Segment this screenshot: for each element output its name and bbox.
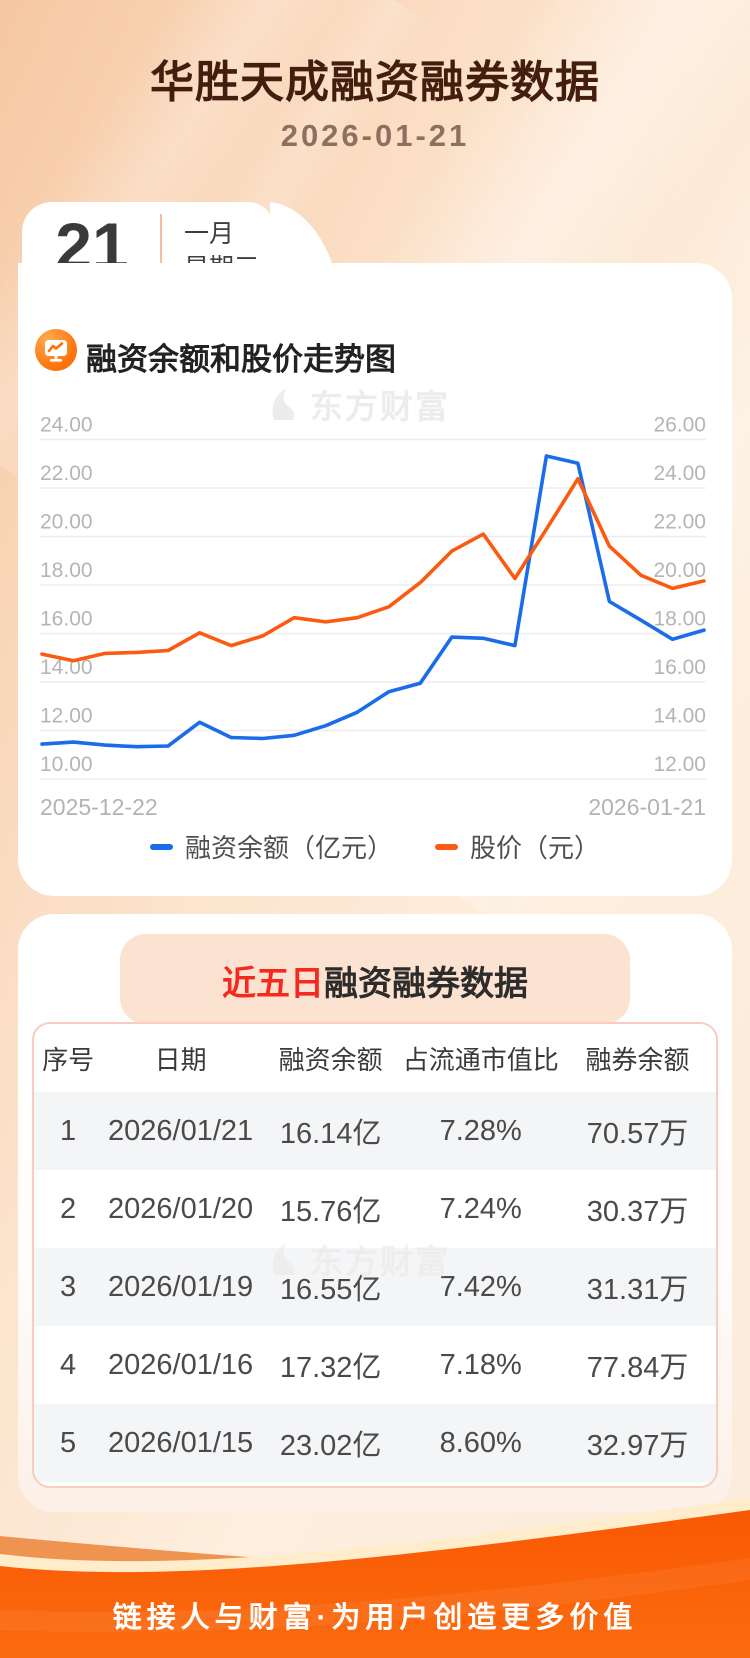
monitor-chart-icon xyxy=(35,329,77,371)
table-cell: 2026/01/20 xyxy=(108,1192,254,1225)
calendar-divider xyxy=(160,214,162,276)
legend-item-margin-balance: 融资余额（亿元） xyxy=(149,828,393,865)
svg-text:18.00: 18.00 xyxy=(653,608,706,631)
svg-text:24.00: 24.00 xyxy=(653,462,706,485)
trend-chart: 24.00 26.00 22.00 24.00 20.00 22.00 18.00 20.00… xyxy=(40,415,706,780)
table-cell: 30.37万 xyxy=(586,1196,689,1228)
x-axis-end-label: 2026-01-21 xyxy=(588,794,706,820)
legend-label: 股价（元） xyxy=(470,833,601,863)
legend-dash-blue xyxy=(149,843,173,850)
footer-slogan: 链接人与财富·为用户创造更多价值 xyxy=(112,1602,638,1634)
svg-text:20.00: 20.00 xyxy=(40,511,93,534)
svg-text:10.00: 10.00 xyxy=(40,753,93,776)
data-table: 序号 日期 融资余额 占流通市值比 融券余额 1 2026/01/21 16.14亿 7.28… xyxy=(32,1022,718,1488)
chart-card xyxy=(18,263,732,896)
table-cell: 16.55亿 xyxy=(279,1274,382,1306)
calendar-month: 一月 xyxy=(184,220,235,248)
table-cell: 23.02亿 xyxy=(279,1430,382,1462)
table-header-row: 序号 日期 融资余额 占流通市值比 融券余额 xyxy=(34,1024,716,1092)
table-cell: 15.76亿 xyxy=(279,1196,382,1228)
svg-text:16.00: 16.00 xyxy=(653,656,706,679)
legend-label: 融资余额（亿元） xyxy=(184,833,393,863)
table-row: 2 2026/01/20 15.76亿 7.24% 30.37万 xyxy=(34,1170,716,1248)
svg-text:18.00: 18.00 xyxy=(40,559,93,582)
table-body: 1 2026/01/21 16.14亿 7.28% 70.57万 2 2026/01/20 1… xyxy=(34,1092,716,1482)
chart-section-title: 融资余额和股价走势图 xyxy=(86,342,396,377)
column-header: 融券余额 xyxy=(585,1044,690,1075)
table-cell: 2 xyxy=(60,1192,77,1225)
table-cell: 16.14亿 xyxy=(279,1118,382,1150)
x-axis-start-label: 2025-12-22 xyxy=(40,794,158,820)
chart-legend: 融资余额（亿元） 股价（元） xyxy=(0,828,750,865)
column-header: 序号 xyxy=(42,1044,95,1075)
legend-dash-orange xyxy=(435,843,458,850)
table-cell: 7.24% xyxy=(439,1192,522,1225)
table-cell: 1 xyxy=(60,1114,77,1147)
table-cell: 5 xyxy=(60,1426,77,1459)
table-cell: 77.84万 xyxy=(586,1352,689,1384)
table-cell: 7.28% xyxy=(439,1114,522,1147)
svg-text:24.00: 24.00 xyxy=(40,415,93,437)
table-cell: 3 xyxy=(60,1270,77,1303)
table-title: 近五日融资融券数据 xyxy=(0,956,750,1005)
footer-wave xyxy=(0,1498,750,1658)
table-cell: 8.60% xyxy=(439,1426,522,1459)
column-header: 日期 xyxy=(154,1044,207,1075)
page-date: 2026-01-21 xyxy=(280,118,470,153)
legend-item-stock-price: 股价（元） xyxy=(435,828,600,865)
column-header: 占流通市值比 xyxy=(402,1044,559,1075)
table-cell: 17.32亿 xyxy=(279,1352,382,1384)
svg-text:14.00: 14.00 xyxy=(40,656,93,679)
table-cell: 7.18% xyxy=(439,1348,522,1381)
svg-text:22.00: 22.00 xyxy=(40,462,93,485)
table-cell: 70.57万 xyxy=(586,1118,689,1150)
column-header: 融资余额 xyxy=(278,1044,383,1075)
table-cell: 2026/01/21 xyxy=(108,1114,254,1147)
svg-text:12.00: 12.00 xyxy=(653,753,706,776)
table-title-highlight: 近五日 xyxy=(222,965,324,1003)
page-title: 华胜天成融资融券数据 xyxy=(150,58,600,107)
table-title-rest: 融资融券数据 xyxy=(324,965,528,1003)
table-cell: 2026/01/15 xyxy=(108,1426,254,1459)
svg-text:12.00: 12.00 xyxy=(40,705,93,728)
table-cell: 32.97万 xyxy=(586,1430,689,1462)
svg-text:16.00: 16.00 xyxy=(40,608,93,631)
svg-text:26.00: 26.00 xyxy=(653,415,706,437)
table-row: 5 2026/01/15 23.02亿 8.60% 32.97万 xyxy=(34,1404,716,1482)
table-title-badge xyxy=(120,934,630,1024)
table-cell: 4 xyxy=(60,1348,77,1381)
table-row: 4 2026/01/16 17.32亿 7.18% 77.84万 xyxy=(34,1326,716,1404)
calendar-card-curve xyxy=(270,202,332,263)
svg-text:14.00: 14.00 xyxy=(653,705,706,728)
table-row: 3 2026/01/19 16.55亿 7.42% 31.31万 xyxy=(34,1248,716,1326)
table-cell: 31.31万 xyxy=(586,1274,689,1306)
svg-text:22.00: 22.00 xyxy=(653,511,706,534)
table-cell: 7.42% xyxy=(439,1270,522,1303)
table-cell: 2026/01/19 xyxy=(108,1270,254,1303)
table-row: 1 2026/01/21 16.14亿 7.28% 70.57万 xyxy=(34,1092,716,1170)
svg-text:20.00: 20.00 xyxy=(653,559,706,582)
table-cell: 2026/01/16 xyxy=(108,1348,254,1381)
